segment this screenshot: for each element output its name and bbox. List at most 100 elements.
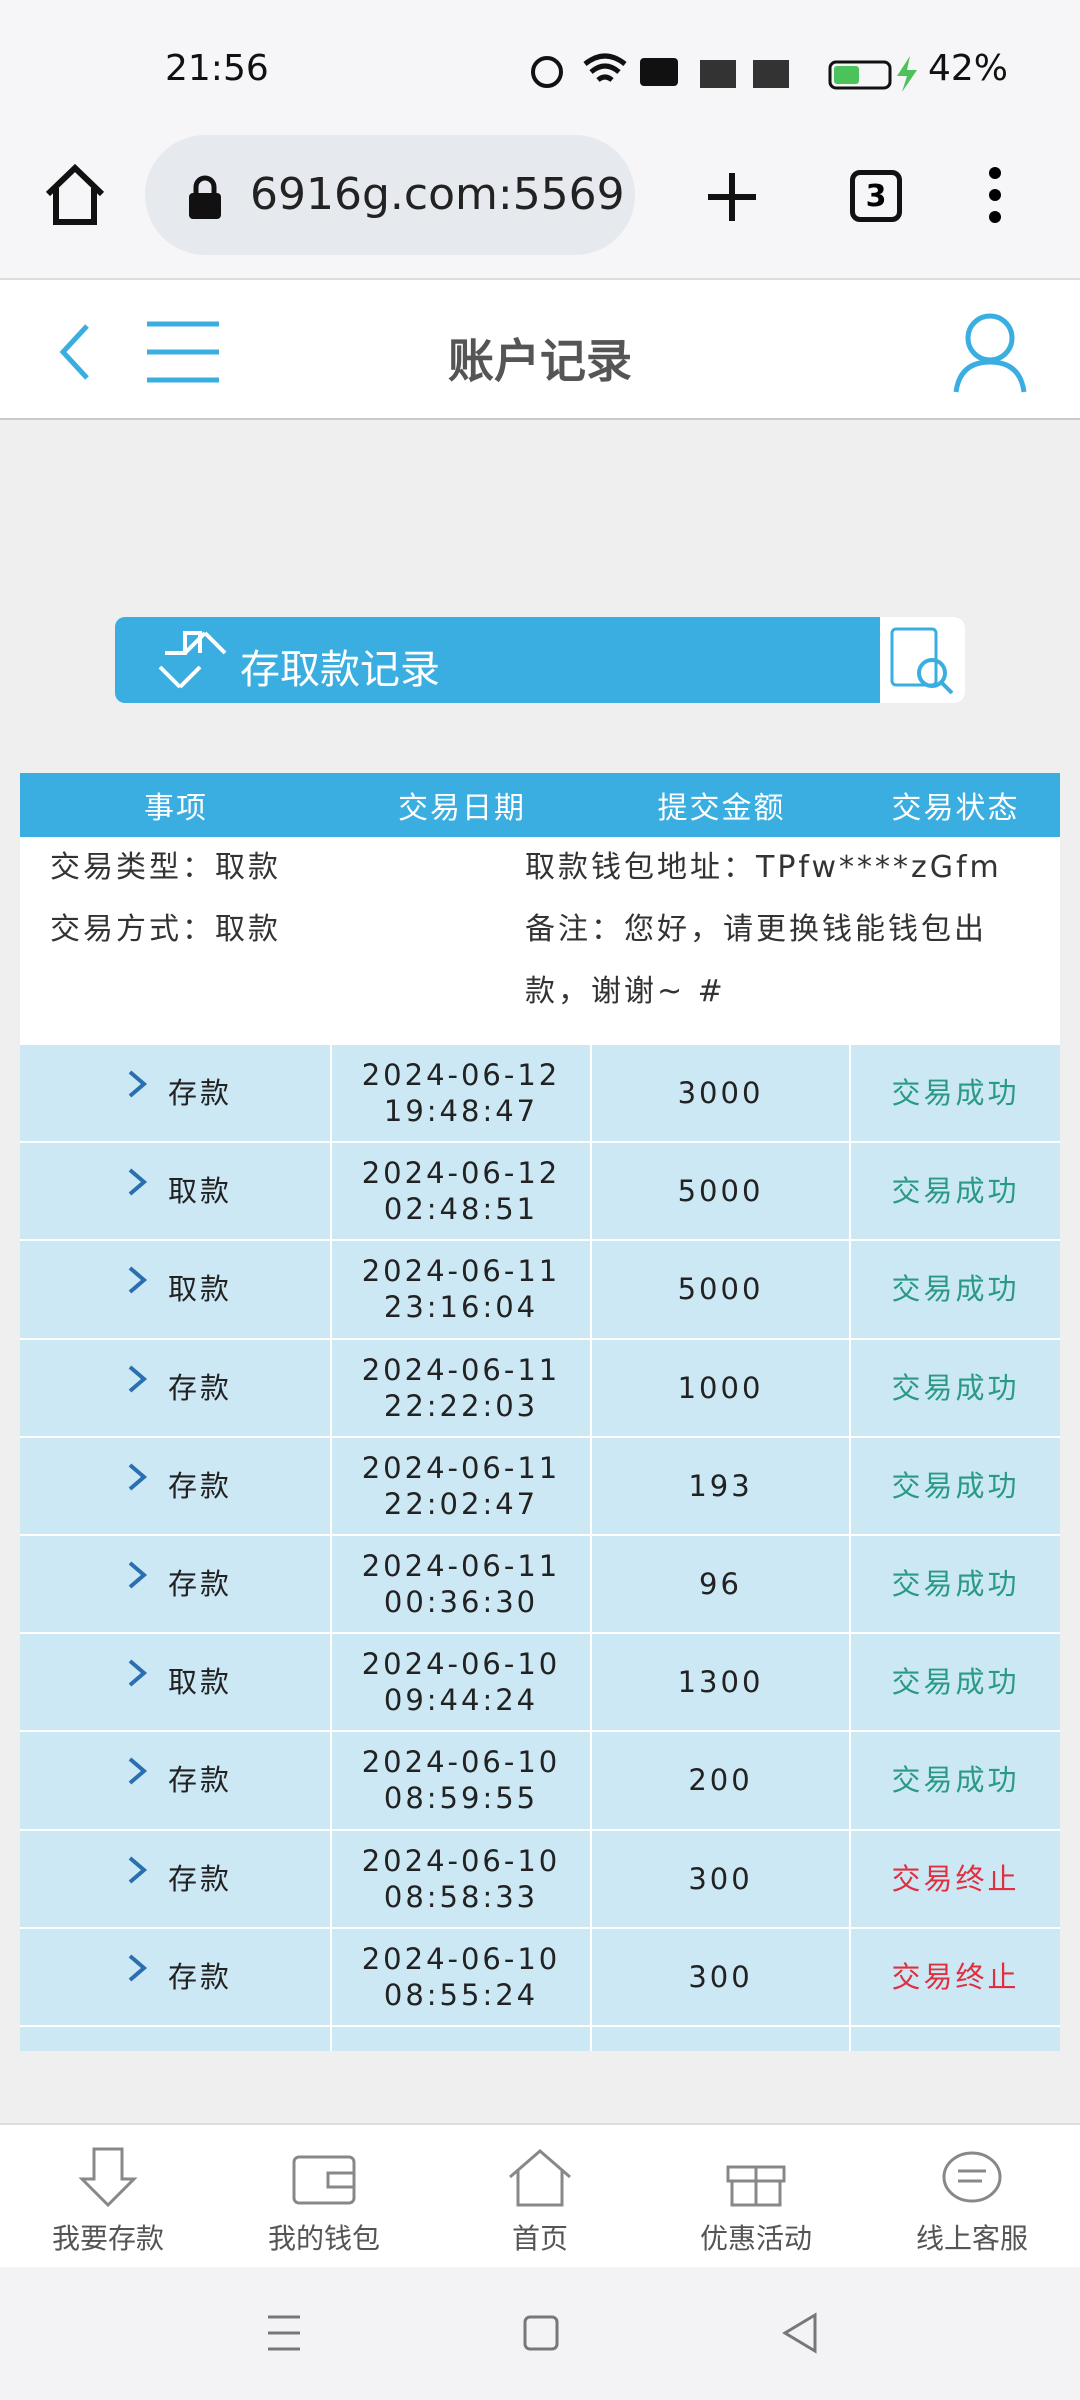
type-cell: 取款 — [20, 1241, 332, 1338]
record-row[interactable]: 存款 2024-06-10 08:58:33 300 交易终止 — [20, 1830, 1060, 1929]
amount: 96 — [699, 1567, 742, 1602]
date: 2024-06-12 — [361, 1058, 561, 1093]
date: 2024-06-10 — [361, 1941, 561, 1976]
record-row[interactable]: 存款 2024-06-11 22:22:03 1000 交易成功 — [20, 1339, 1060, 1438]
record-row[interactable]: 存款 2024-06-10 08:55:24 300 交易终止 — [20, 1928, 1060, 2027]
date: 2024-06-11 — [361, 1450, 561, 1485]
date-cell: 2024-06-10 08:55:24 — [332, 1928, 592, 2025]
status-cell: 交易成功 — [851, 1340, 1060, 1436]
tab-count[interactable]: 3 — [850, 170, 902, 222]
date-cell: 2024-06-11 23:16:04 — [332, 1241, 592, 1338]
record-row[interactable]: 存款 2024-06-11 00:36:30 96 交易成功 — [20, 1535, 1060, 1635]
nav-item[interactable]: 我的钱包 — [216, 2125, 432, 2267]
nav-icon — [509, 2149, 571, 2207]
nav-icon — [726, 2165, 786, 2207]
expand-arrow[interactable] — [118, 1361, 158, 1401]
nav-icon — [942, 2151, 1002, 2203]
status: 交易成功 — [891, 1763, 1020, 1798]
type-cell: 存款 — [20, 1045, 332, 1142]
type: 取款 — [167, 1665, 232, 1700]
record-row[interactable]: 取款 2024-06-11 23:16:04 5000 交易成功 — [20, 1241, 1060, 1340]
date: 2024-06-11 — [361, 1352, 561, 1387]
expand-arrow[interactable] — [118, 1655, 158, 1695]
banner-search[interactable] — [880, 617, 965, 703]
time: 00:36:30 — [383, 1585, 539, 1620]
status-cell: 交易终止 — [851, 1929, 1060, 2025]
status: 交易成功 — [891, 1272, 1020, 1307]
amount-cell: 300 — [592, 1928, 851, 2025]
menu-button[interactable] — [145, 320, 221, 384]
type-cell: 存款 — [20, 1437, 332, 1534]
type: 存款 — [167, 1959, 232, 1994]
back-button[interactable] — [55, 322, 95, 382]
user-button[interactable] — [950, 310, 1030, 394]
record-row[interactable]: 存款 2024-06-12 19:48:47 3000 交易成功 — [20, 1045, 1060, 1144]
expand-arrow[interactable] — [118, 1950, 158, 1990]
amount: 300 — [688, 1861, 753, 1896]
expand-arrow[interactable] — [118, 1459, 158, 1499]
record-row[interactable]: 存款 2024-06-11 22:02:47 193 交易成功 — [20, 1437, 1060, 1536]
nav-item[interactable]: 首页 — [432, 2125, 648, 2267]
url-bar[interactable]: 6916g.com:5569 — [145, 135, 635, 255]
date: 2024-06-11 — [361, 1549, 561, 1584]
amount: 300 — [688, 1959, 753, 1994]
record-row[interactable]: 存款 2024-06-10 08:59:55 200 交易成功 — [20, 1732, 1060, 1831]
nav-label: 线上客服 — [915, 2222, 1028, 2255]
type-cell: 存款 — [20, 1339, 332, 1436]
system-buttons — [268, 2312, 817, 2354]
amount: 200 — [688, 1763, 753, 1798]
time: 08:55:24 — [383, 1977, 539, 2012]
record-row[interactable]: 取款 2024-06-12 02:48:51 5000 交易成功 — [20, 1143, 1060, 1242]
expand-arrow[interactable] — [118, 1852, 158, 1892]
app-header: 账户记录 — [0, 280, 1080, 420]
nav-item[interactable]: 线上客服 — [864, 2125, 1080, 2267]
nav-icon — [292, 2155, 356, 2205]
type-cell: 存款 — [20, 1830, 332, 1927]
amount: 193 — [688, 1468, 753, 1503]
amount-cell: 193 — [592, 1437, 851, 1534]
amount-cell: 3000 — [592, 1045, 851, 1142]
status: 交易成功 — [891, 1665, 1020, 1700]
expand-arrow[interactable] — [118, 1262, 158, 1302]
type-cell — [20, 2026, 332, 2051]
banner-title: 存取款记录 — [240, 647, 440, 693]
expand-arrow[interactable] — [118, 1066, 158, 1106]
amount: 5000 — [677, 1174, 764, 1209]
status: 交易成功 — [891, 1370, 1020, 1405]
amount-cell: 200 — [592, 1732, 851, 1829]
new-tab[interactable] — [705, 170, 759, 224]
status-icons — [531, 53, 917, 92]
type: 取款 — [167, 1174, 232, 1209]
status: 交易成功 — [891, 1174, 1020, 1209]
column-header: 交易状态 — [891, 791, 1020, 826]
record-row[interactable]: 2024-06-10 — [20, 2026, 1060, 2051]
date-cell: 2024-06-11 22:22:03 — [332, 1339, 592, 1436]
date: 2024-06-10 — [361, 1745, 561, 1780]
status: 交易终止 — [891, 1959, 1020, 1994]
date-cell: 2024-06-11 22:02:47 — [332, 1437, 592, 1534]
detail-left: 交易类型：取款 交易方式：取款 — [50, 837, 490, 961]
amount-cell: 5000 — [592, 1143, 851, 1240]
type: 存款 — [167, 1861, 232, 1896]
type-cell: 存款 — [20, 1732, 332, 1829]
time: 21:56 — [165, 48, 269, 89]
time: 08:58:33 — [383, 1879, 539, 1914]
detail-right: 取款钱包地址：TPfw****zGfm 备注：您好，请更换钱能钱包出款，谢谢~ # — [525, 837, 1045, 1023]
search-icon — [890, 627, 954, 695]
column-header: 提交金额 — [657, 791, 786, 826]
time: 22:22:03 — [383, 1388, 539, 1423]
status-cell: 交易终止 — [851, 1831, 1060, 1927]
expand-arrow[interactable] — [118, 1753, 158, 1793]
time: 02:48:51 — [383, 1192, 539, 1227]
record-row[interactable]: 取款 2024-06-10 09:44:24 1300 交易成功 — [20, 1634, 1060, 1733]
amount: 1000 — [677, 1370, 764, 1405]
time: 09:44:24 — [383, 1683, 539, 1718]
nav-item[interactable]: 优惠活动 — [648, 2125, 864, 2267]
type: 存款 — [167, 1763, 232, 1798]
expand-arrow[interactable] — [118, 1164, 158, 1204]
expand-arrow[interactable] — [118, 1557, 158, 1597]
menu[interactable] — [980, 165, 1010, 225]
nav-item[interactable]: 我要存款 — [0, 2125, 216, 2267]
home-button[interactable] — [40, 160, 110, 230]
